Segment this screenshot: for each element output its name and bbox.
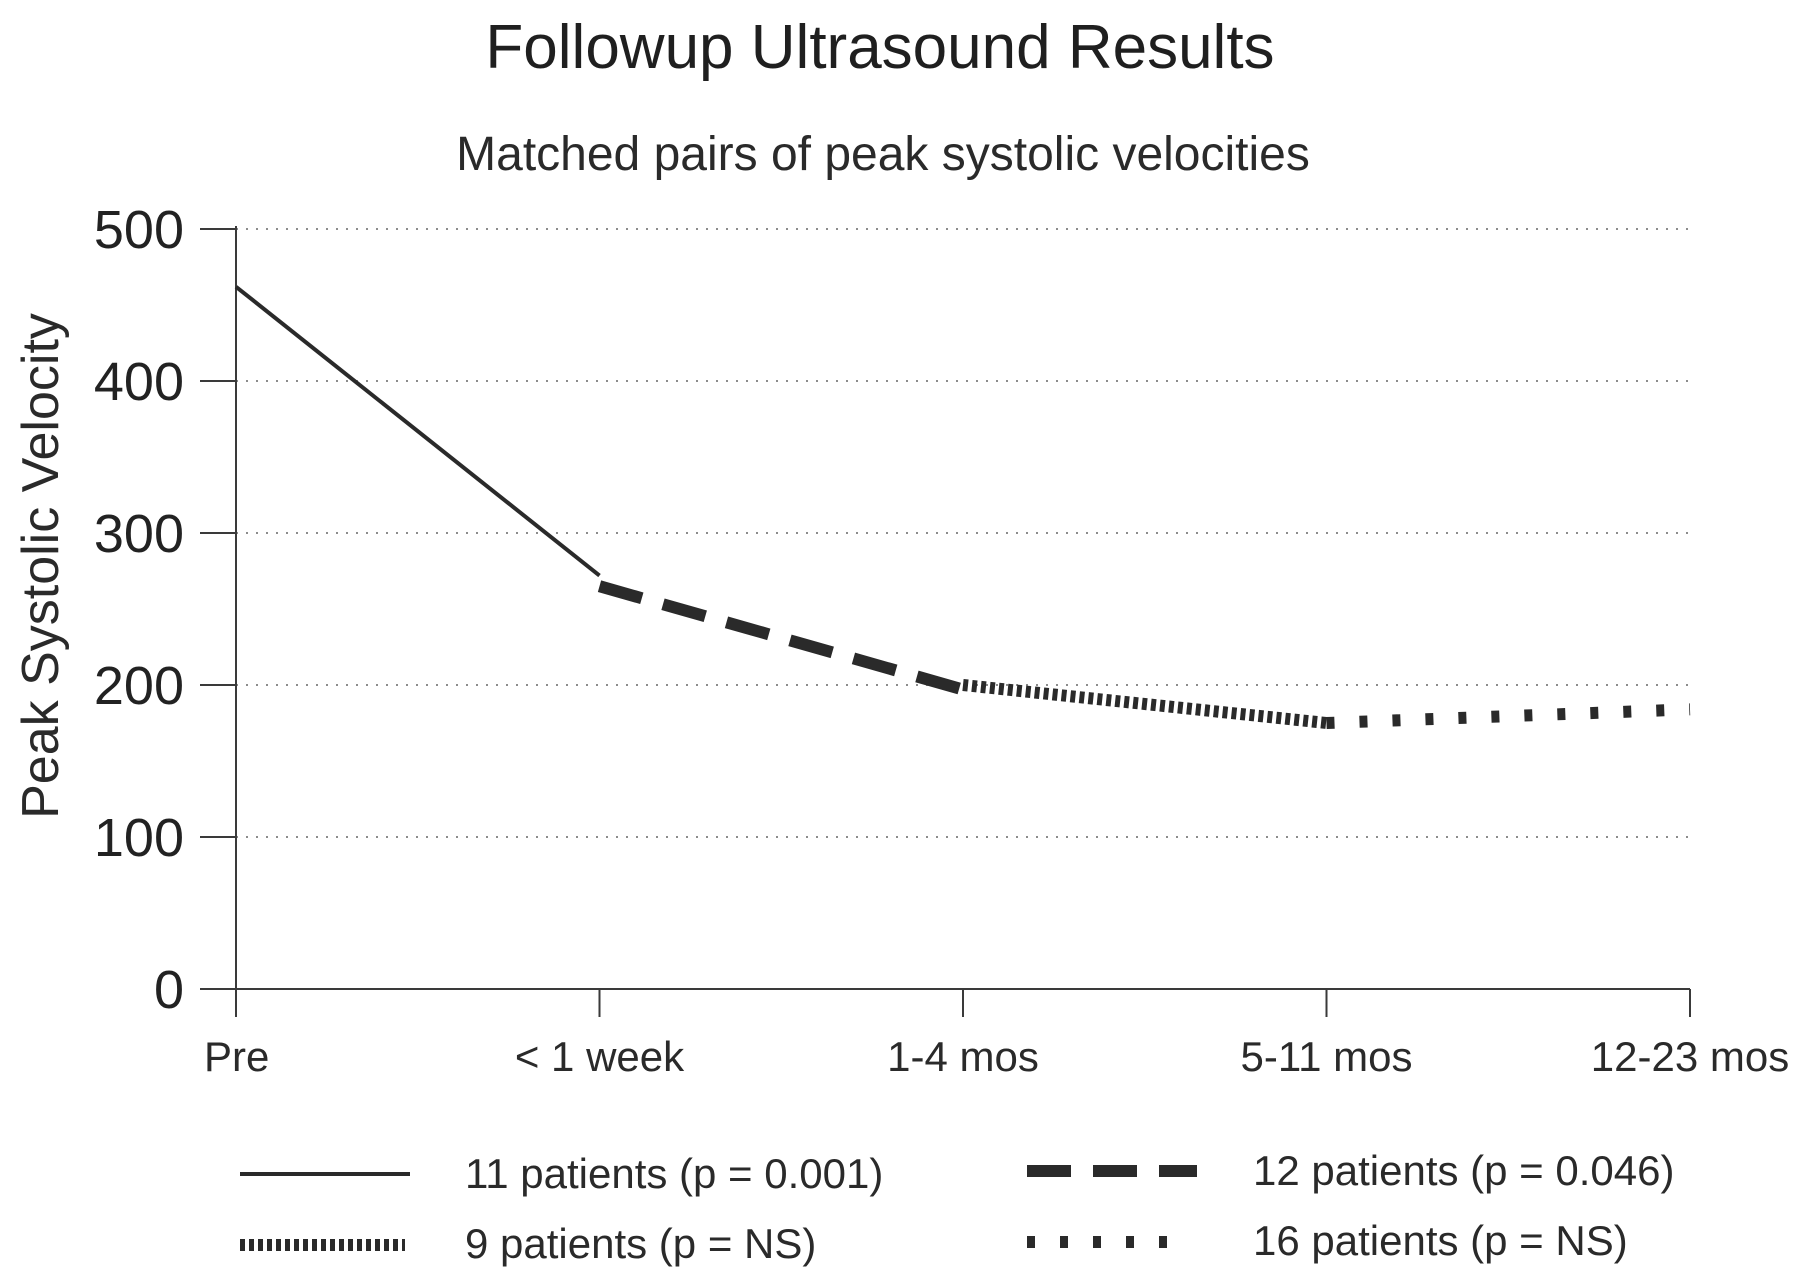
legend-label-0: 11 patients (p = 0.001): [465, 1150, 883, 1197]
legend-label-2: 9 patients (p = NS): [465, 1220, 816, 1267]
legend-layer: 11 patients (p = 0.001) 12 patients (p = …: [240, 1147, 1674, 1267]
y-axis-label: Peak Systolic Velocity: [12, 313, 70, 819]
series-line-3: [1326, 703, 1691, 729]
series-line-0: [234, 285, 601, 578]
x-tick-label-4: 12-23 mos: [1591, 1033, 1789, 1080]
x-tick-label-3: 5-11 mos: [1241, 1033, 1413, 1080]
chart-subtitle: Matched pairs of peak systolic velocitie…: [456, 128, 1310, 181]
x-tick-label-0: Pre: [204, 1033, 269, 1080]
y-tick-label-200: 200: [94, 656, 184, 716]
legend-label-1: 12 patients (p = 0.046): [1253, 1147, 1674, 1194]
y-tick-label-500: 500: [94, 200, 184, 260]
x-tick-label-1: < 1 week: [515, 1033, 685, 1080]
y-tick-label-300: 300: [94, 504, 184, 564]
legend-label-3: 16 patients (p = NS): [1253, 1217, 1628, 1264]
tick-label-layer: 0 100 200 300 400 500 Pre < 1 week 1-4 mos 5-11 m…: [94, 200, 1789, 1080]
y-tick-label-0: 0: [154, 960, 184, 1020]
axis-layer: [200, 226, 1691, 1017]
chart-title: Followup Ultrasound Results: [485, 13, 1274, 82]
legend-item-3: 16 patients (p = NS): [1027, 1217, 1628, 1264]
legend-item-1: 12 patients (p = 0.046): [1027, 1147, 1674, 1194]
series-line-1: [597, 580, 965, 696]
grid-layer: [236, 228, 1694, 838]
series-layer: [234, 285, 1691, 729]
legend-item-2: 9 patients (p = NS): [240, 1220, 816, 1267]
series-line-2: [962, 679, 1328, 729]
legend-item-0: 11 patients (p = 0.001): [240, 1150, 883, 1197]
y-tick-label-400: 400: [94, 352, 184, 412]
x-tick-label-2: 1-4 mos: [887, 1033, 1039, 1080]
y-tick-label-100: 100: [94, 808, 184, 868]
